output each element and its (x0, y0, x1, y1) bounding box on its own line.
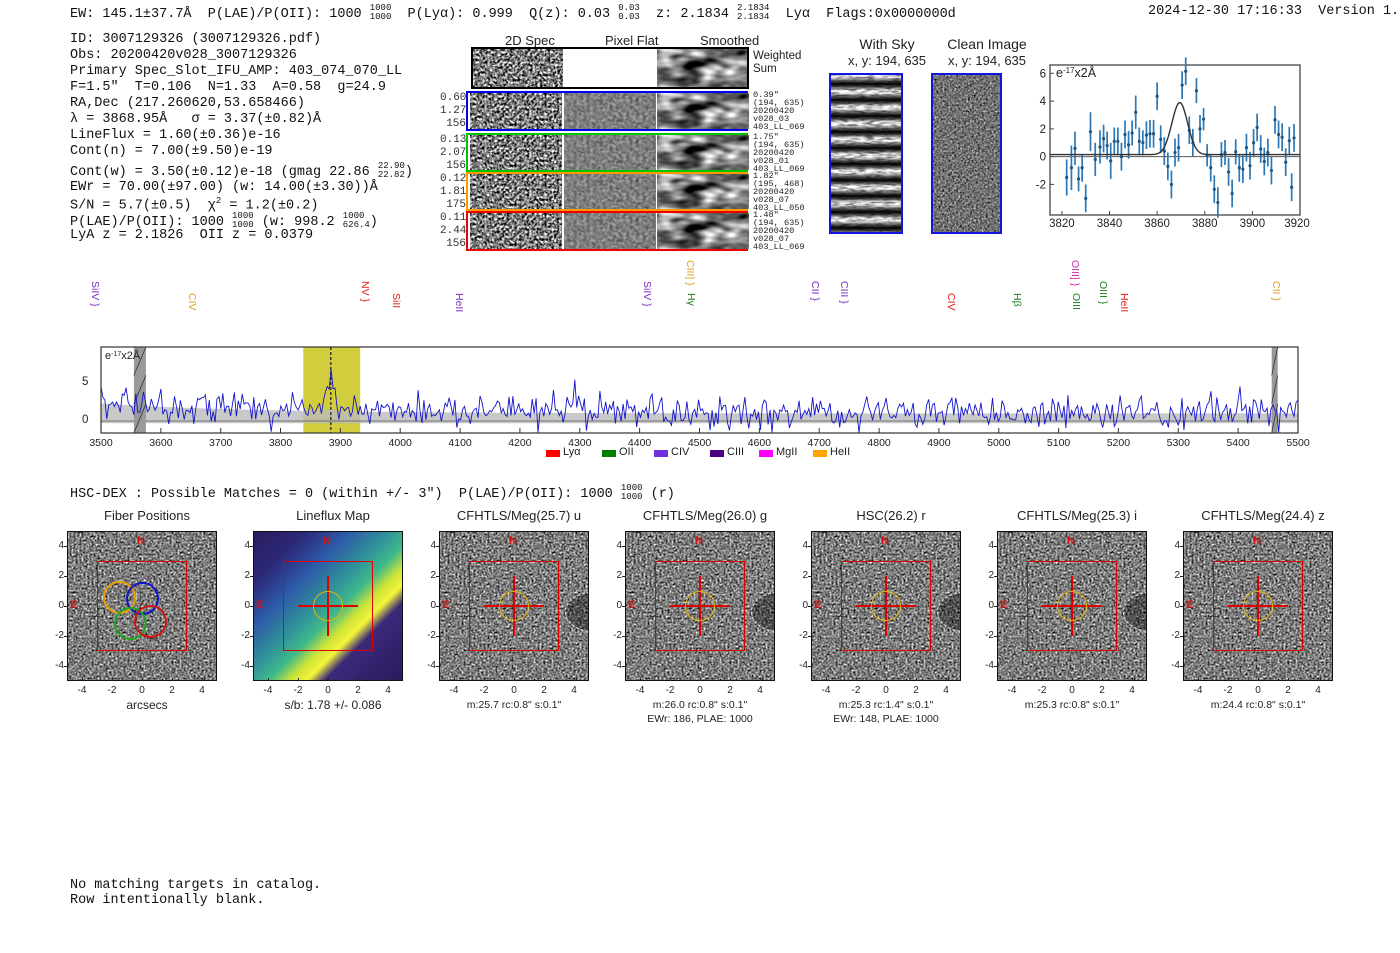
svg-text:4000: 4000 (389, 437, 413, 449)
svg-text:6: 6 (1040, 68, 1046, 80)
svg-text:3700: 3700 (209, 437, 233, 449)
svg-text:3800: 3800 (269, 437, 293, 449)
svg-text:-2: -2 (1036, 179, 1046, 191)
svg-text:4100: 4100 (448, 437, 472, 449)
svg-text:5100: 5100 (1047, 437, 1071, 449)
svg-text:3600: 3600 (149, 437, 173, 449)
svg-text:4900: 4900 (927, 437, 951, 449)
svg-text:3820: 3820 (1049, 218, 1075, 230)
svg-text:3500: 3500 (89, 437, 113, 449)
svg-text:5400: 5400 (1226, 437, 1250, 449)
svg-text:e-17x2Å: e-17x2Å (105, 349, 141, 362)
svg-text:5500: 5500 (1286, 437, 1310, 449)
svg-text:3900: 3900 (329, 437, 353, 449)
svg-text:4600: 4600 (748, 437, 772, 449)
svg-text:5200: 5200 (1107, 437, 1131, 449)
svg-text:4700: 4700 (808, 437, 832, 449)
svg-text:3840: 3840 (1097, 218, 1123, 230)
svg-text:e-17x2Å: e-17x2Å (1056, 65, 1097, 80)
svg-text:3920: 3920 (1284, 218, 1310, 230)
svg-text:4800: 4800 (867, 437, 891, 449)
svg-text:3880: 3880 (1192, 218, 1218, 230)
svg-text:2: 2 (1040, 124, 1046, 136)
svg-text:3900: 3900 (1240, 218, 1266, 230)
svg-text:4: 4 (1040, 96, 1047, 108)
svg-text:0: 0 (1040, 152, 1046, 164)
svg-text:4500: 4500 (688, 437, 712, 449)
svg-text:5000: 5000 (987, 437, 1011, 449)
svg-text:4200: 4200 (508, 437, 532, 449)
svg-text:5300: 5300 (1167, 437, 1191, 449)
svg-text:3860: 3860 (1144, 218, 1170, 230)
